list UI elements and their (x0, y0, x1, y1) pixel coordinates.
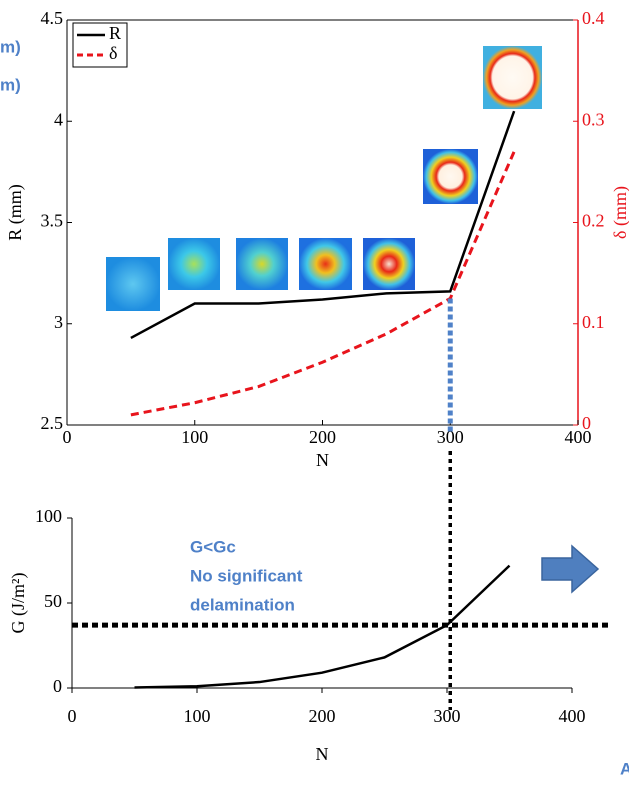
annotation: No significant (190, 566, 303, 585)
page: G<Gc No significant delamination m) m) A… (0, 0, 629, 799)
insets (106, 46, 542, 311)
legend-label: δ (109, 43, 117, 63)
y-tick-label: 4 (54, 109, 63, 129)
y2-tick-label: 0.2 (582, 211, 605, 231)
y2-tick-label: 0 (582, 413, 591, 433)
x-tick-label: 400 (559, 706, 586, 726)
inset-map (483, 46, 542, 109)
y-tick-label: 2.5 (41, 413, 64, 433)
x-tick-label: 300 (434, 706, 461, 726)
figure: G<Gc No significant delamination m) m) A… (0, 0, 629, 799)
y-tick-label: 100 (35, 506, 62, 526)
cropped-text: m) (0, 75, 21, 94)
y2-tick-label: 0.4 (582, 8, 605, 28)
y2-axis-label: δ (mm) (610, 186, 629, 239)
series-line (131, 111, 514, 338)
y2-tick-label: 0.3 (582, 109, 605, 129)
inset-map (363, 238, 415, 290)
inset-map (106, 257, 160, 311)
y-tick-label: 0 (53, 676, 62, 696)
y-tick-label: 50 (44, 591, 62, 611)
y-tick-label: 3.5 (41, 211, 64, 231)
y-tick-label: 3 (54, 312, 63, 332)
x-axis-label: N (316, 744, 329, 764)
inset-map (168, 238, 220, 290)
x-tick-label: 200 (309, 706, 336, 726)
x-tick-label: 0 (63, 427, 72, 447)
x-tick-label: 200 (309, 427, 336, 447)
arrow (542, 546, 598, 592)
x-tick-label: 0 (68, 706, 77, 726)
y-axis-label: R (mm) (5, 184, 26, 241)
inset-map (299, 238, 352, 290)
x-tick-label: 100 (184, 706, 211, 726)
cropped-text: A (620, 759, 629, 778)
x-axis-label: N (316, 450, 329, 470)
legend-label: R (109, 23, 121, 43)
inset-map (236, 238, 288, 290)
cropped-text: m) (0, 37, 21, 56)
y2-tick-label: 0.1 (582, 312, 605, 332)
y-axis-label: G (J/m²) (8, 573, 29, 634)
annotation: G<Gc (190, 537, 236, 556)
inset-map (423, 149, 478, 204)
y-tick-label: 4.5 (41, 8, 64, 28)
annotation: delamination (190, 595, 295, 614)
x-tick-label: 100 (181, 427, 208, 447)
